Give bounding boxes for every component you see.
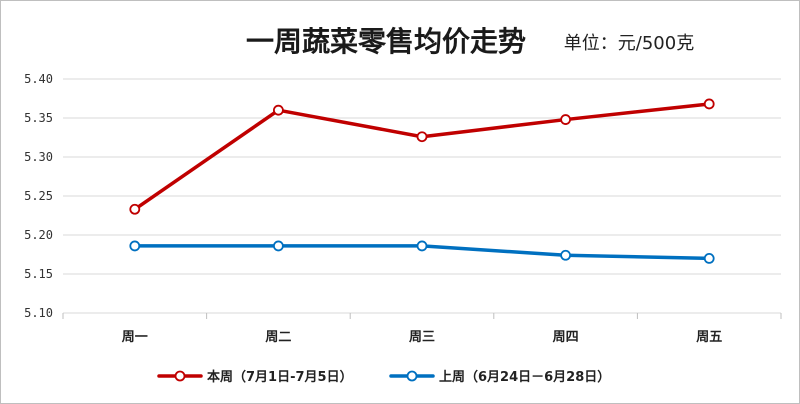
unit-label: 单位：元/500克 [564,33,694,54]
y-tick-label: 5.15 [24,267,53,281]
x-tick-label: 周五 [696,330,722,345]
series-2-point [129,240,141,252]
chart-title: 一周蔬菜零售均价走势 [246,25,526,58]
y-tick-label: 5.25 [24,189,53,203]
series-1-point [416,131,428,143]
legend-label-1: 本周（7月1日-7月5日） [207,369,353,385]
x-tick-label: 周一 [122,330,148,345]
x-tick-label: 周四 [553,330,579,345]
legend-marker-2 [406,370,418,382]
y-axis-ticks: 5.40 5.35 5.30 5.25 5.20 5.15 5.10 [24,72,53,320]
series-2-point [560,249,571,261]
y-tick-label: 5.40 [24,72,53,86]
series-2-point [416,240,428,252]
y-tick-label: 5.35 [24,111,53,125]
series-1-point [703,98,715,110]
legend-label-2: 上周（6月24日－6月28日） [439,369,610,385]
series-1-point [272,104,284,116]
x-tick-label: 周三 [409,330,435,345]
legend-marker-1 [174,370,186,382]
y-tick-label: 5.20 [24,228,53,242]
series-lines [129,98,715,264]
x-tick-label: 周二 [265,330,291,345]
y-tick-label: 5.10 [24,306,53,320]
series-2-point [272,240,284,252]
series-2-point [703,252,715,264]
legend: 本周（7月1日-7月5日） 上周（6月24日－6月28日） [157,369,610,385]
x-axis-ticks: 周一 周二 周三 周四 周五 [62,313,782,345]
gridlines [63,78,781,314]
y-tick-label: 5.30 [24,150,53,164]
series-1-point [560,114,571,125]
series-1-point [129,203,141,215]
